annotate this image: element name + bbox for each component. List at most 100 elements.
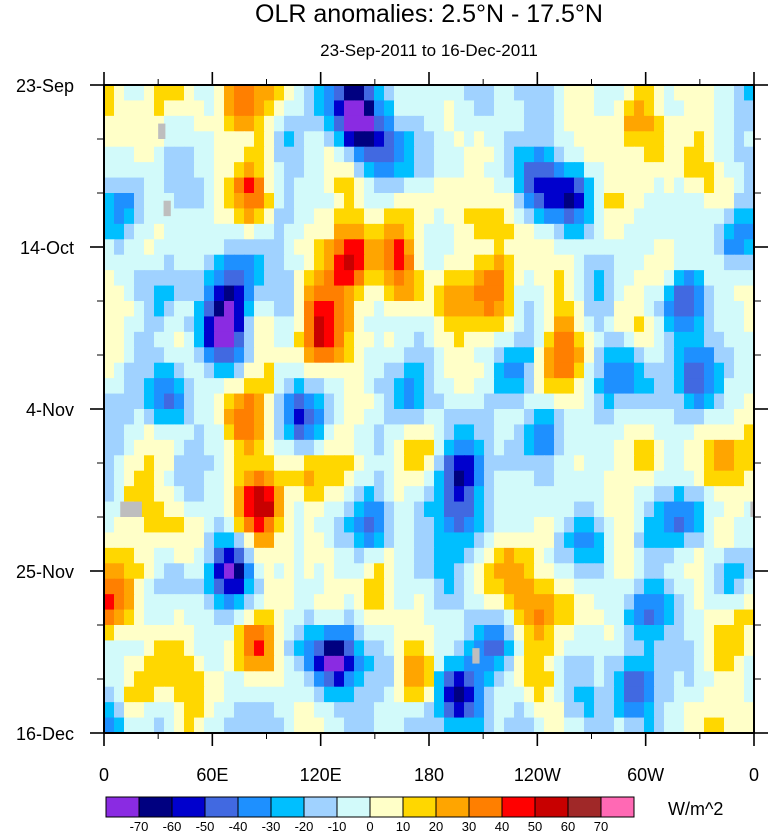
heatmap-cell — [414, 671, 425, 688]
heatmap-cell — [104, 424, 115, 441]
heatmap-cell — [514, 486, 525, 503]
heatmap-cell — [394, 347, 405, 364]
heatmap-cell — [504, 640, 515, 657]
heatmap-cell — [244, 686, 255, 703]
heatmap-cell — [484, 671, 495, 688]
heatmap-cell — [224, 100, 235, 117]
heatmap-cell — [574, 717, 585, 733]
heatmap-cell — [414, 177, 425, 194]
heatmap-cell — [554, 686, 565, 703]
heatmap-cell — [544, 177, 555, 194]
heatmap-cell — [144, 331, 155, 348]
heatmap-cell — [464, 115, 475, 132]
colorbar-label: -30 — [262, 819, 281, 834]
heatmap-cell — [264, 594, 275, 611]
heatmap-cell — [404, 517, 415, 534]
heatmap-cell — [484, 455, 495, 472]
heatmap-cell — [554, 547, 565, 564]
heatmap-cell — [144, 424, 155, 441]
heatmap-cell — [584, 270, 595, 287]
heatmap-cell — [204, 501, 215, 518]
heatmap-cell — [214, 331, 225, 348]
heatmap-cell — [214, 655, 225, 672]
heatmap-cell — [254, 501, 265, 518]
heatmap-cell — [354, 362, 365, 379]
heatmap-cell — [644, 501, 655, 518]
heatmap-cell — [584, 100, 595, 117]
heatmap-cell — [464, 532, 475, 549]
heatmap-cell — [694, 578, 705, 595]
heatmap-cell — [684, 100, 695, 117]
heatmap-cell — [214, 100, 225, 117]
heatmap-cell — [334, 85, 345, 102]
heatmap-cell — [714, 115, 725, 132]
heatmap-cell — [374, 331, 385, 348]
heatmap-cell — [514, 594, 525, 611]
heatmap-cell — [174, 547, 185, 564]
heatmap-cell — [214, 131, 225, 148]
heatmap-cell — [634, 347, 645, 364]
heatmap-cell — [174, 85, 185, 102]
heatmap-cell — [314, 609, 325, 626]
heatmap-cell — [534, 146, 545, 163]
heatmap-cell — [534, 347, 545, 364]
heatmap-cell — [554, 424, 565, 441]
heatmap-cell — [354, 686, 365, 703]
heatmap-cell — [554, 409, 565, 426]
heatmap-cell — [514, 115, 525, 132]
heatmap-cell — [374, 424, 385, 441]
heatmap-cell — [454, 625, 465, 642]
heatmap-cell — [134, 563, 145, 580]
heatmap-cell — [574, 85, 585, 102]
heatmap-cell — [654, 532, 665, 549]
heatmap-cell — [324, 347, 335, 364]
heatmap-cell — [674, 671, 685, 688]
heatmap-cell — [134, 717, 145, 733]
heatmap-cell — [454, 501, 465, 518]
heatmap-cell — [314, 578, 325, 595]
heatmap-cell — [394, 177, 405, 194]
heatmap-cell — [124, 239, 135, 256]
heatmap-cell — [634, 223, 645, 240]
heatmap-cell — [264, 115, 275, 132]
heatmap-cell — [704, 609, 715, 626]
heatmap-cell — [684, 115, 695, 132]
heatmap-cell — [104, 625, 115, 642]
heatmap-cell — [364, 177, 375, 194]
heatmap-cell — [144, 717, 155, 733]
heatmap-cell — [154, 409, 165, 426]
heatmap-cell — [544, 655, 555, 672]
heatmap-cell — [434, 409, 445, 426]
heatmap-cell — [534, 470, 545, 487]
heatmap-cell — [244, 486, 255, 503]
heatmap-cell — [224, 85, 235, 102]
heatmap-cell — [744, 162, 754, 179]
heatmap-cell — [564, 563, 575, 580]
heatmap-cell — [244, 131, 255, 148]
heatmap-cell — [544, 393, 555, 410]
heatmap-cell — [684, 254, 695, 271]
heatmap-cell — [584, 331, 595, 348]
heatmap-cell — [564, 331, 575, 348]
heatmap-cell — [384, 115, 395, 132]
heatmap-cell — [104, 378, 115, 395]
heatmap-cell — [194, 177, 205, 194]
heatmap-cell — [274, 254, 285, 271]
heatmap-cell — [414, 501, 425, 518]
heatmap-cell — [454, 301, 465, 318]
heatmap-cell — [274, 131, 285, 148]
heatmap-cell — [414, 655, 425, 672]
colorbar-swatch — [105, 796, 140, 818]
heatmap-cell — [274, 223, 285, 240]
heatmap-cell — [534, 301, 545, 318]
heatmap-cell — [434, 470, 445, 487]
heatmap-cell — [304, 686, 315, 703]
heatmap-cell — [274, 655, 285, 672]
colorbar-label: -20 — [295, 819, 314, 834]
heatmap-cell — [704, 301, 715, 318]
heatmap-cell — [164, 301, 175, 318]
heatmap-cell — [394, 470, 405, 487]
heatmap-cell — [224, 686, 235, 703]
heatmap-cell — [604, 270, 615, 287]
heatmap-cell — [734, 424, 745, 441]
